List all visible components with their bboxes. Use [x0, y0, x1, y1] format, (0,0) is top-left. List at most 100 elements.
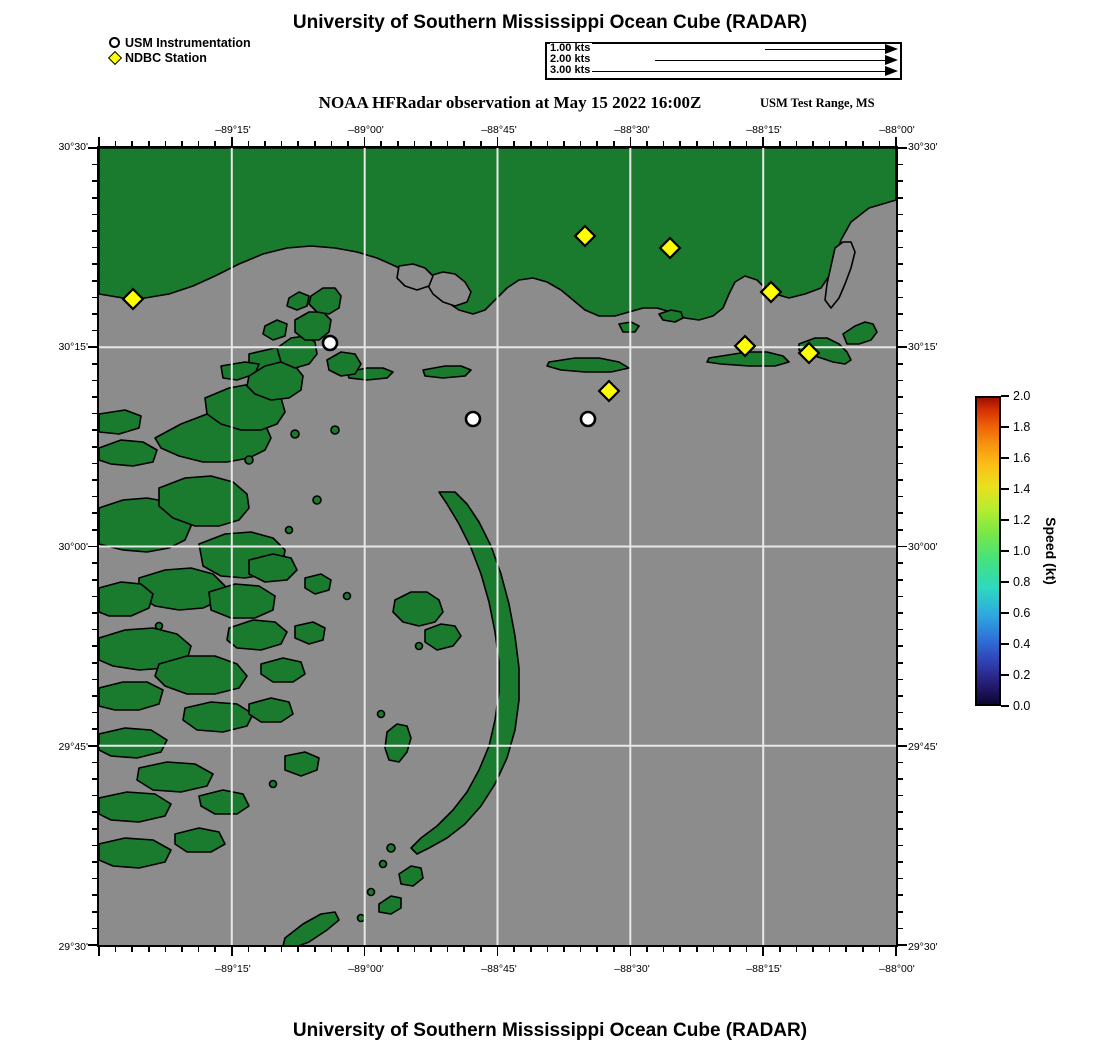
axis-tick — [92, 197, 97, 199]
colorbar-tick — [1001, 612, 1009, 614]
axis-tick — [92, 894, 97, 896]
axis-tick — [264, 141, 266, 146]
colorbar-tick-label: 1.2 — [1013, 513, 1031, 527]
colorbar-tick-label: 0.4 — [1013, 637, 1031, 651]
axis-tick — [898, 230, 903, 232]
island-speck — [414, 641, 424, 651]
axis-tick — [363, 137, 366, 146]
axis-tick — [164, 141, 167, 146]
axis-tick — [446, 141, 449, 146]
vector-scale-legend: 1.00 kts 2.00 kts 3.00 kts — [545, 42, 902, 80]
axis-tick — [712, 141, 715, 146]
island-speck — [376, 709, 386, 719]
axis-tick — [347, 947, 349, 952]
axis-tick — [480, 141, 482, 146]
legend-item-label: USM Instrumentation — [125, 36, 251, 50]
axis-tick — [264, 947, 266, 952]
colorbar-tick-label: 0.2 — [1013, 668, 1031, 682]
delta-marsh-j — [286, 291, 310, 311]
axis-tick — [898, 645, 903, 647]
map-canvas[interactable] — [97, 146, 898, 947]
axis-tick — [88, 944, 97, 946]
colorbar-tick — [1001, 550, 1009, 552]
axis-tick — [898, 844, 903, 847]
ndbc-station-marker — [121, 287, 145, 311]
axis-tick — [114, 947, 117, 952]
island-speck — [386, 843, 396, 853]
lat-tick-label: 29°45' — [908, 741, 938, 753]
island-speck — [356, 913, 366, 923]
colorbar-tick-label: 1.4 — [1013, 482, 1031, 496]
usm-station-marker — [464, 410, 482, 428]
axis-tick — [898, 396, 903, 398]
axis-tick — [92, 213, 97, 216]
colorbar-tick-label: 2.0 — [1013, 389, 1031, 403]
small-island-a — [658, 309, 684, 323]
axis-tick — [92, 246, 97, 249]
axis-tick — [496, 137, 499, 146]
delta-marsh-g — [294, 311, 332, 341]
axis-tick — [347, 141, 349, 146]
delta-south-s — [294, 621, 326, 645]
marsh-speck — [154, 621, 164, 631]
delta-south-p — [99, 791, 172, 823]
colorbar-tick-label: 0.8 — [1013, 575, 1031, 589]
usm-station-marker — [579, 410, 597, 428]
axis-tick — [314, 141, 316, 146]
axis-tick — [729, 947, 731, 952]
lon-tick-label: –88°00' — [879, 963, 915, 975]
colorbar-tick — [1001, 395, 1009, 397]
axis-tick — [413, 141, 416, 146]
delta-south-h — [99, 681, 164, 711]
axis-tick — [898, 877, 903, 880]
axis-tick — [297, 947, 300, 952]
ndbc-station-marker — [658, 236, 682, 260]
delta-south-j — [248, 553, 298, 583]
ship-island-east — [422, 365, 472, 379]
lat-tick-label: 30°30' — [908, 141, 938, 153]
axis-tick — [92, 778, 97, 780]
axis-tick — [895, 947, 897, 956]
axis-tick — [546, 141, 549, 146]
observation-subtitle: NOAA HFRadar observation at May 15 2022 … — [318, 93, 702, 112]
axis-tick — [898, 628, 903, 631]
graticule-layer — [99, 148, 896, 945]
axis-tick — [413, 947, 416, 952]
axis-tick — [380, 141, 383, 146]
ndbc-station-marker — [759, 280, 783, 304]
axis-tick — [92, 180, 97, 182]
axis-tick — [898, 462, 903, 465]
colorbar-tick-label: 0.6 — [1013, 606, 1031, 620]
axis-tick — [898, 479, 903, 481]
axis-tick — [679, 947, 681, 952]
axis-tick — [88, 147, 97, 149]
axis-tick — [480, 947, 482, 952]
axis-tick — [898, 147, 907, 149]
axis-tick — [513, 947, 515, 952]
axis-tick — [92, 230, 97, 232]
axis-tick — [898, 678, 903, 681]
axis-tick — [828, 947, 831, 952]
axis-tick — [297, 141, 300, 146]
axis-tick — [114, 141, 117, 146]
axis-tick — [92, 678, 97, 681]
axis-tick — [729, 141, 731, 146]
delta-south-n — [99, 727, 168, 759]
axis-tick — [92, 562, 97, 564]
axis-tick — [529, 947, 532, 952]
circle-marker-icon — [108, 36, 125, 51]
ndbc-station-marker — [573, 224, 597, 248]
lat-tick-label: 30°00' — [908, 541, 938, 553]
lat-tick-label: 30°15' — [58, 341, 88, 353]
axis-tick — [92, 595, 97, 598]
axis-tick — [314, 947, 316, 952]
marsh-speck — [342, 591, 352, 601]
axis-tick — [861, 141, 864, 146]
axis-tick — [898, 578, 903, 581]
axis-tick — [898, 944, 907, 946]
mobile-bay — [824, 241, 856, 309]
axis-tick — [861, 947, 864, 952]
axis-tick — [92, 396, 97, 398]
delta-south-b — [158, 475, 250, 527]
axis-tick — [695, 947, 698, 952]
